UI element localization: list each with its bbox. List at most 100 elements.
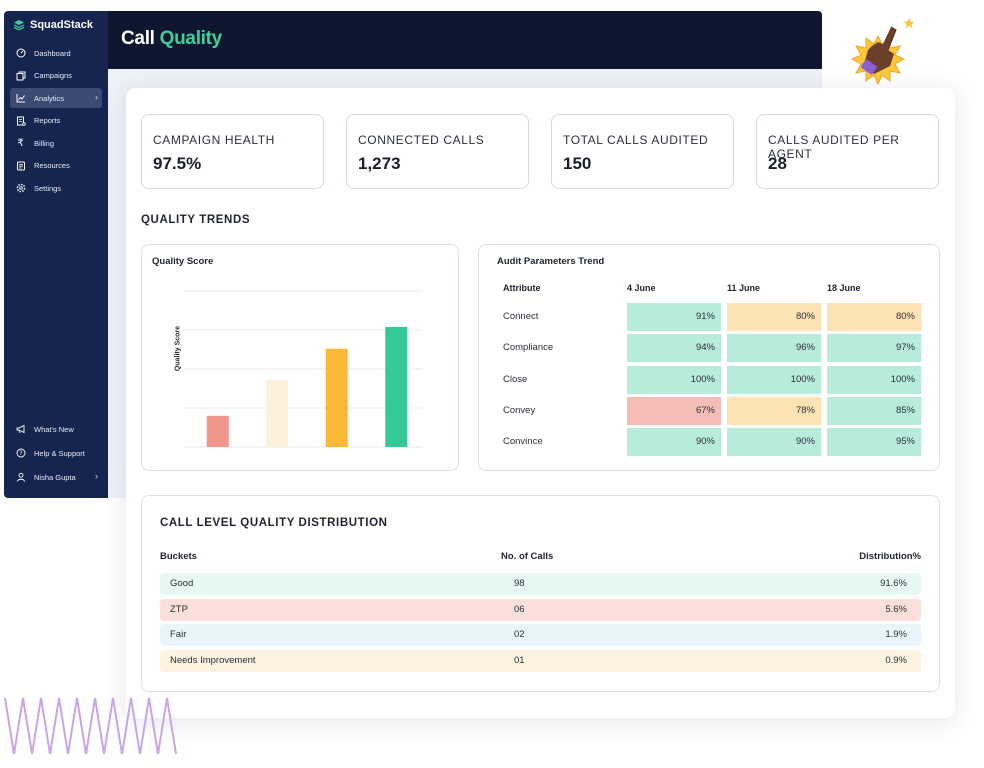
- audit-cell: 95%: [827, 428, 921, 457]
- sidebar-item-label: Resources: [34, 161, 70, 170]
- stat-total-calls-audited: TOTAL CALLS AUDITED 150: [551, 114, 734, 189]
- sidebar-item-reports[interactable]: Reports: [10, 111, 102, 131]
- audit-cell: 78%: [727, 396, 821, 425]
- sidebar-item-label: Analytics: [34, 93, 65, 103]
- distribution-header-buckets: Buckets: [160, 551, 197, 562]
- audit-row-label: Convince: [503, 436, 543, 448]
- distribution-pct: 0.9%: [885, 655, 907, 667]
- brand[interactable]: SquadStack: [13, 19, 93, 31]
- audit-title: Audit Parameters Trend: [497, 256, 605, 267]
- audit-header-col-1: 4 June: [627, 283, 656, 293]
- sidebar-item-resources[interactable]: Resources: [10, 156, 102, 176]
- distribution-pct: 91.6%: [880, 578, 907, 589]
- sidebar-item-label: Dashboard: [34, 48, 71, 58]
- rupee-icon: ₹: [17, 137, 24, 149]
- stat-label: CONNECTED CALLS: [358, 133, 485, 147]
- pointing-hand-icon: [850, 18, 915, 86]
- stat-label: CAMPAIGN HEALTH: [153, 133, 275, 147]
- distribution-pct: 1.9%: [885, 629, 907, 641]
- page-title-plain: Call: [121, 28, 155, 49]
- audit-cell: 80%: [827, 303, 921, 331]
- quality-score-panel: Quality Score Quality Score: [141, 244, 459, 471]
- megaphone-icon: [15, 424, 26, 435]
- document-icon: [15, 160, 26, 171]
- chart-bar: [385, 326, 408, 447]
- sidebar-item-label: Settings: [34, 183, 62, 193]
- sidebar-item-label: Help & Support: [34, 448, 85, 458]
- chart-line-icon: [15, 93, 26, 104]
- user-icon: [15, 472, 26, 483]
- sidebar-item-settings[interactable]: Settings: [10, 178, 102, 198]
- distribution-calls: 01: [514, 655, 525, 667]
- stat-label: TOTAL CALLS AUDITED: [563, 133, 709, 147]
- audit-cell: 91%: [627, 303, 721, 331]
- distribution-bucket: Fair: [170, 629, 187, 641]
- audit-cell: 80%: [727, 303, 821, 331]
- sidebar-item-whats-new[interactable]: What's New: [10, 419, 102, 439]
- quality-score-chart: [184, 290, 422, 448]
- sidebar-item-billing[interactable]: ₹ Billing: [10, 133, 102, 153]
- sidebar-item-label: Campaigns: [34, 71, 72, 80]
- audit-row-label: Compliance: [503, 342, 554, 354]
- chevron-right-icon: ›: [95, 92, 98, 102]
- sidebar-item-analytics[interactable]: Analytics ›: [10, 88, 102, 108]
- squadstack-logo-icon: [13, 20, 25, 31]
- chart-bar: [325, 348, 348, 447]
- distribution-title: CALL LEVEL QUALITY DISTRIBUTION: [160, 517, 388, 529]
- stat-value: 97.5%: [153, 154, 202, 173]
- sidebar-item-help-support[interactable]: ? Help & Support: [10, 443, 102, 463]
- chart-bar: [266, 379, 289, 447]
- audit-row-label: Convey: [503, 404, 536, 416]
- svg-text:?: ?: [19, 450, 22, 457]
- copy-icon: [15, 70, 26, 81]
- stat-label: CALLS AUDITED PER AGENT: [768, 133, 900, 161]
- quality-trends-title: QUALITY TRENDS: [141, 214, 251, 226]
- page-header: Call Quality: [108, 11, 822, 69]
- sidebar-item-dashboard[interactable]: Dashboard: [10, 43, 102, 63]
- distribution-calls: 98: [514, 578, 525, 589]
- sidebar-item-label: Billing: [34, 138, 55, 148]
- audit-cell: 90%: [727, 428, 821, 457]
- audit-parameters-panel: Audit Parameters Trend Attribute 4 June …: [478, 244, 940, 471]
- distribution-row: Needs Improvement 01 0.9%: [160, 650, 921, 673]
- report-icon: [15, 115, 26, 126]
- sidebar-nav: Dashboard Campaigns Analytics › Reports …: [10, 43, 102, 201]
- distribution-row: Good 98 91.6%: [160, 573, 921, 595]
- audit-cell: 100%: [727, 365, 821, 394]
- stat-connected-calls: CONNECTED CALLS 1,273: [346, 114, 529, 189]
- sidebar-item-label: Reports: [34, 116, 61, 125]
- audit-cell: 85%: [827, 396, 921, 425]
- page-title-accent: Quality: [159, 28, 223, 49]
- gear-icon: [15, 183, 26, 194]
- help-icon: ?: [15, 448, 26, 459]
- sidebar-item-campaigns[interactable]: Campaigns: [10, 66, 102, 86]
- audit-cell: 67%: [627, 396, 721, 425]
- audit-header-attribute: Attribute: [503, 283, 541, 293]
- distribution-bucket: Needs Improvement: [170, 655, 256, 667]
- distribution-header-pct: Distribution%: [859, 551, 921, 562]
- gauge-icon: [15, 48, 26, 59]
- audit-cell: 94%: [627, 334, 721, 363]
- chevron-right-icon: ›: [95, 471, 98, 481]
- distribution-bucket: ZTP: [170, 603, 188, 615]
- audit-row-label: Connect: [503, 311, 539, 322]
- stat-campaign-health: CAMPAIGN HEALTH 97.5%: [141, 114, 324, 189]
- distribution-header-calls: No. of Calls: [501, 551, 554, 562]
- audit-cell: 100%: [627, 365, 721, 394]
- zigzag-decoration: [4, 697, 177, 755]
- distribution-calls: 06: [514, 603, 525, 615]
- star-icon: [903, 18, 915, 28]
- distribution-calls: 02: [514, 629, 525, 641]
- sidebar: SquadStack Dashboard Campaigns Analytics…: [4, 11, 108, 498]
- stat-value: 28: [768, 154, 787, 173]
- distribution-row: Fair 02 1.9%: [160, 624, 921, 647]
- distribution-row: ZTP 06 5.6%: [160, 598, 921, 621]
- audit-cell: 96%: [727, 334, 821, 363]
- audit-header-col-2: 11 June: [727, 283, 761, 293]
- call-quality-card: CAMPAIGN HEALTH 97.5% CONNECTED CALLS 1,…: [126, 88, 955, 718]
- sidebar-item-user[interactable]: Nisha Gupta ›: [10, 467, 102, 487]
- sidebar-item-label: What's New: [34, 424, 74, 434]
- audit-cell: 90%: [627, 428, 721, 457]
- audit-cell: 97%: [827, 334, 921, 363]
- sidebar-bottom-nav: What's New ? Help & Support Nisha Gupta …: [10, 419, 102, 491]
